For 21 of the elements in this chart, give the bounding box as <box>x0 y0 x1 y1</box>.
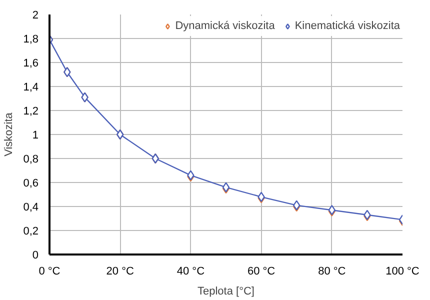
legend-label: Dynamická viskozita <box>175 20 275 32</box>
y-axis-title: Viskozita <box>3 112 16 156</box>
y-tick-label: 0,2 <box>23 226 39 238</box>
y-tick-label: 1,8 <box>23 34 39 46</box>
y-tick-label: 2 <box>32 10 39 22</box>
y-tick-label: 1,6 <box>23 58 39 70</box>
legend-label: Kinematická viskozita <box>294 20 400 32</box>
y-tick-label: 1 <box>32 130 39 142</box>
y-tick-label: 0 <box>32 250 39 262</box>
y-tick-label: 0,4 <box>23 202 39 214</box>
x-tick-label: 20 °C <box>106 266 134 278</box>
x-tick-label: 40 °C <box>176 266 205 278</box>
x-tick-label: 80 °C <box>318 266 346 278</box>
y-tick-label: 0,8 <box>23 154 39 166</box>
x-tick-label: 60 °C <box>247 266 276 278</box>
x-tick-label: 0 °C <box>38 266 60 278</box>
y-tick-label: 1,4 <box>23 82 39 94</box>
y-tick-label: 0,6 <box>23 178 39 190</box>
y-tick-label: 1,2 <box>23 106 39 118</box>
x-axis-title: Teplota [°C] <box>198 286 254 298</box>
x-tick-label: 100 °C <box>386 266 420 278</box>
